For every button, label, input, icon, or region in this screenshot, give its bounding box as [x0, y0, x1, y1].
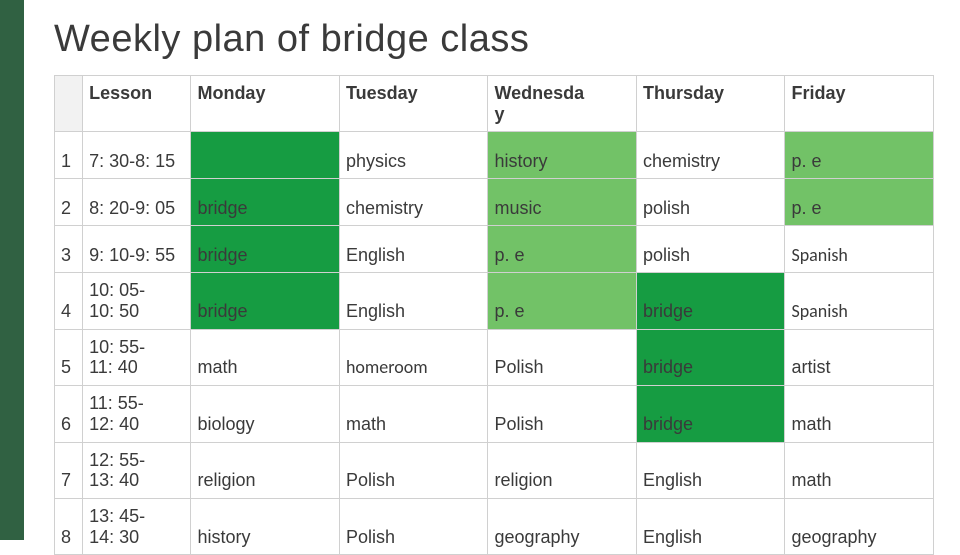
table-cell: biology	[191, 386, 340, 442]
table-cell: bridge	[636, 329, 785, 385]
table-row: 39: 10-9: 55bridgeEnglishp. epolishSpani…	[55, 226, 934, 273]
table-cell: math	[785, 386, 934, 442]
col-header-thursday: Thursday	[636, 76, 785, 132]
table-cell: chemistry	[339, 179, 488, 226]
table-cell: homeroom	[339, 329, 488, 385]
table-cell: religion	[488, 442, 637, 498]
table-cell: Polish	[339, 498, 488, 554]
table-cell: 6	[55, 386, 83, 442]
table-row: 712: 55- 13: 40religionPolishreligionEng…	[55, 442, 934, 498]
table-header-row: Lesson Monday Tuesday Wednesda y Thursda…	[55, 76, 934, 132]
table-row: 17: 30-8: 15 physicshistorychemistryp. e	[55, 132, 934, 179]
table-cell: artist	[785, 329, 934, 385]
slide: Weekly plan of bridge class Lesson Monda…	[0, 0, 960, 540]
table-cell: religion	[191, 442, 340, 498]
table-row: 510: 55- 11: 40mathhomeroomPolishbridgea…	[55, 329, 934, 385]
table-cell: bridge	[636, 386, 785, 442]
table-cell: 9: 10-9: 55	[83, 226, 191, 273]
table-cell: English	[339, 226, 488, 273]
table-cell: physics	[339, 132, 488, 179]
table-cell: 1	[55, 132, 83, 179]
table-cell: Spanish	[785, 273, 934, 329]
table-cell: Polish	[488, 329, 637, 385]
table-cell: English	[636, 442, 785, 498]
table-cell: 7: 30-8: 15	[83, 132, 191, 179]
table-cell: p. e	[785, 179, 934, 226]
table-cell: 8	[55, 498, 83, 554]
table-cell: geography	[488, 498, 637, 554]
table-cell: geography	[785, 498, 934, 554]
col-header-friday: Friday	[785, 76, 934, 132]
table-cell: bridge	[191, 273, 340, 329]
table-cell: bridge	[191, 179, 340, 226]
col-header-wednesday: Wednesda y	[488, 76, 637, 132]
table-cell: Spanish	[785, 226, 934, 273]
table-cell: history	[488, 132, 637, 179]
table-cell: math	[191, 329, 340, 385]
col-header-tuesday: Tuesday	[339, 76, 488, 132]
table-cell: 2	[55, 179, 83, 226]
table-cell: Polish	[339, 442, 488, 498]
table-cell: English	[339, 273, 488, 329]
table-cell: math	[785, 442, 934, 498]
table-cell: polish	[636, 179, 785, 226]
col-header-lesson: Lesson	[83, 76, 191, 132]
table-cell: 4	[55, 273, 83, 329]
col-header-monday: Monday	[191, 76, 340, 132]
table-cell: math	[339, 386, 488, 442]
table-cell: bridge	[191, 226, 340, 273]
col-header-num	[55, 76, 83, 132]
table-cell: bridge	[636, 273, 785, 329]
table-cell: 10: 55- 11: 40	[83, 329, 191, 385]
table-cell: Polish	[488, 386, 637, 442]
table-cell: 12: 55- 13: 40	[83, 442, 191, 498]
table-row: 611: 55- 12: 40biologymathPolishbridgema…	[55, 386, 934, 442]
table-cell: music	[488, 179, 637, 226]
table-cell: history	[191, 498, 340, 554]
page-title: Weekly plan of bridge class	[54, 18, 952, 61]
table-cell: p. e	[785, 132, 934, 179]
table-cell	[191, 132, 340, 179]
table-row: 813: 45- 14: 30historyPolishgeographyEng…	[55, 498, 934, 554]
table-cell: polish	[636, 226, 785, 273]
table-cell: 3	[55, 226, 83, 273]
table-cell: English	[636, 498, 785, 554]
table-cell: 13: 45- 14: 30	[83, 498, 191, 554]
table-cell: p. e	[488, 273, 637, 329]
table-cell: 10: 05- 10: 50	[83, 273, 191, 329]
table-cell: 11: 55- 12: 40	[83, 386, 191, 442]
table-cell: 5	[55, 329, 83, 385]
table-cell: p. e	[488, 226, 637, 273]
table-cell: chemistry	[636, 132, 785, 179]
table-row: 28: 20-9: 05bridgechemistrymusicpolishp.…	[55, 179, 934, 226]
table-cell: 8: 20-9: 05	[83, 179, 191, 226]
table-cell: 7	[55, 442, 83, 498]
table-row: 410: 05- 10: 50bridgeEnglishp. ebridgeSp…	[55, 273, 934, 329]
schedule-table: Lesson Monday Tuesday Wednesda y Thursda…	[54, 75, 934, 555]
